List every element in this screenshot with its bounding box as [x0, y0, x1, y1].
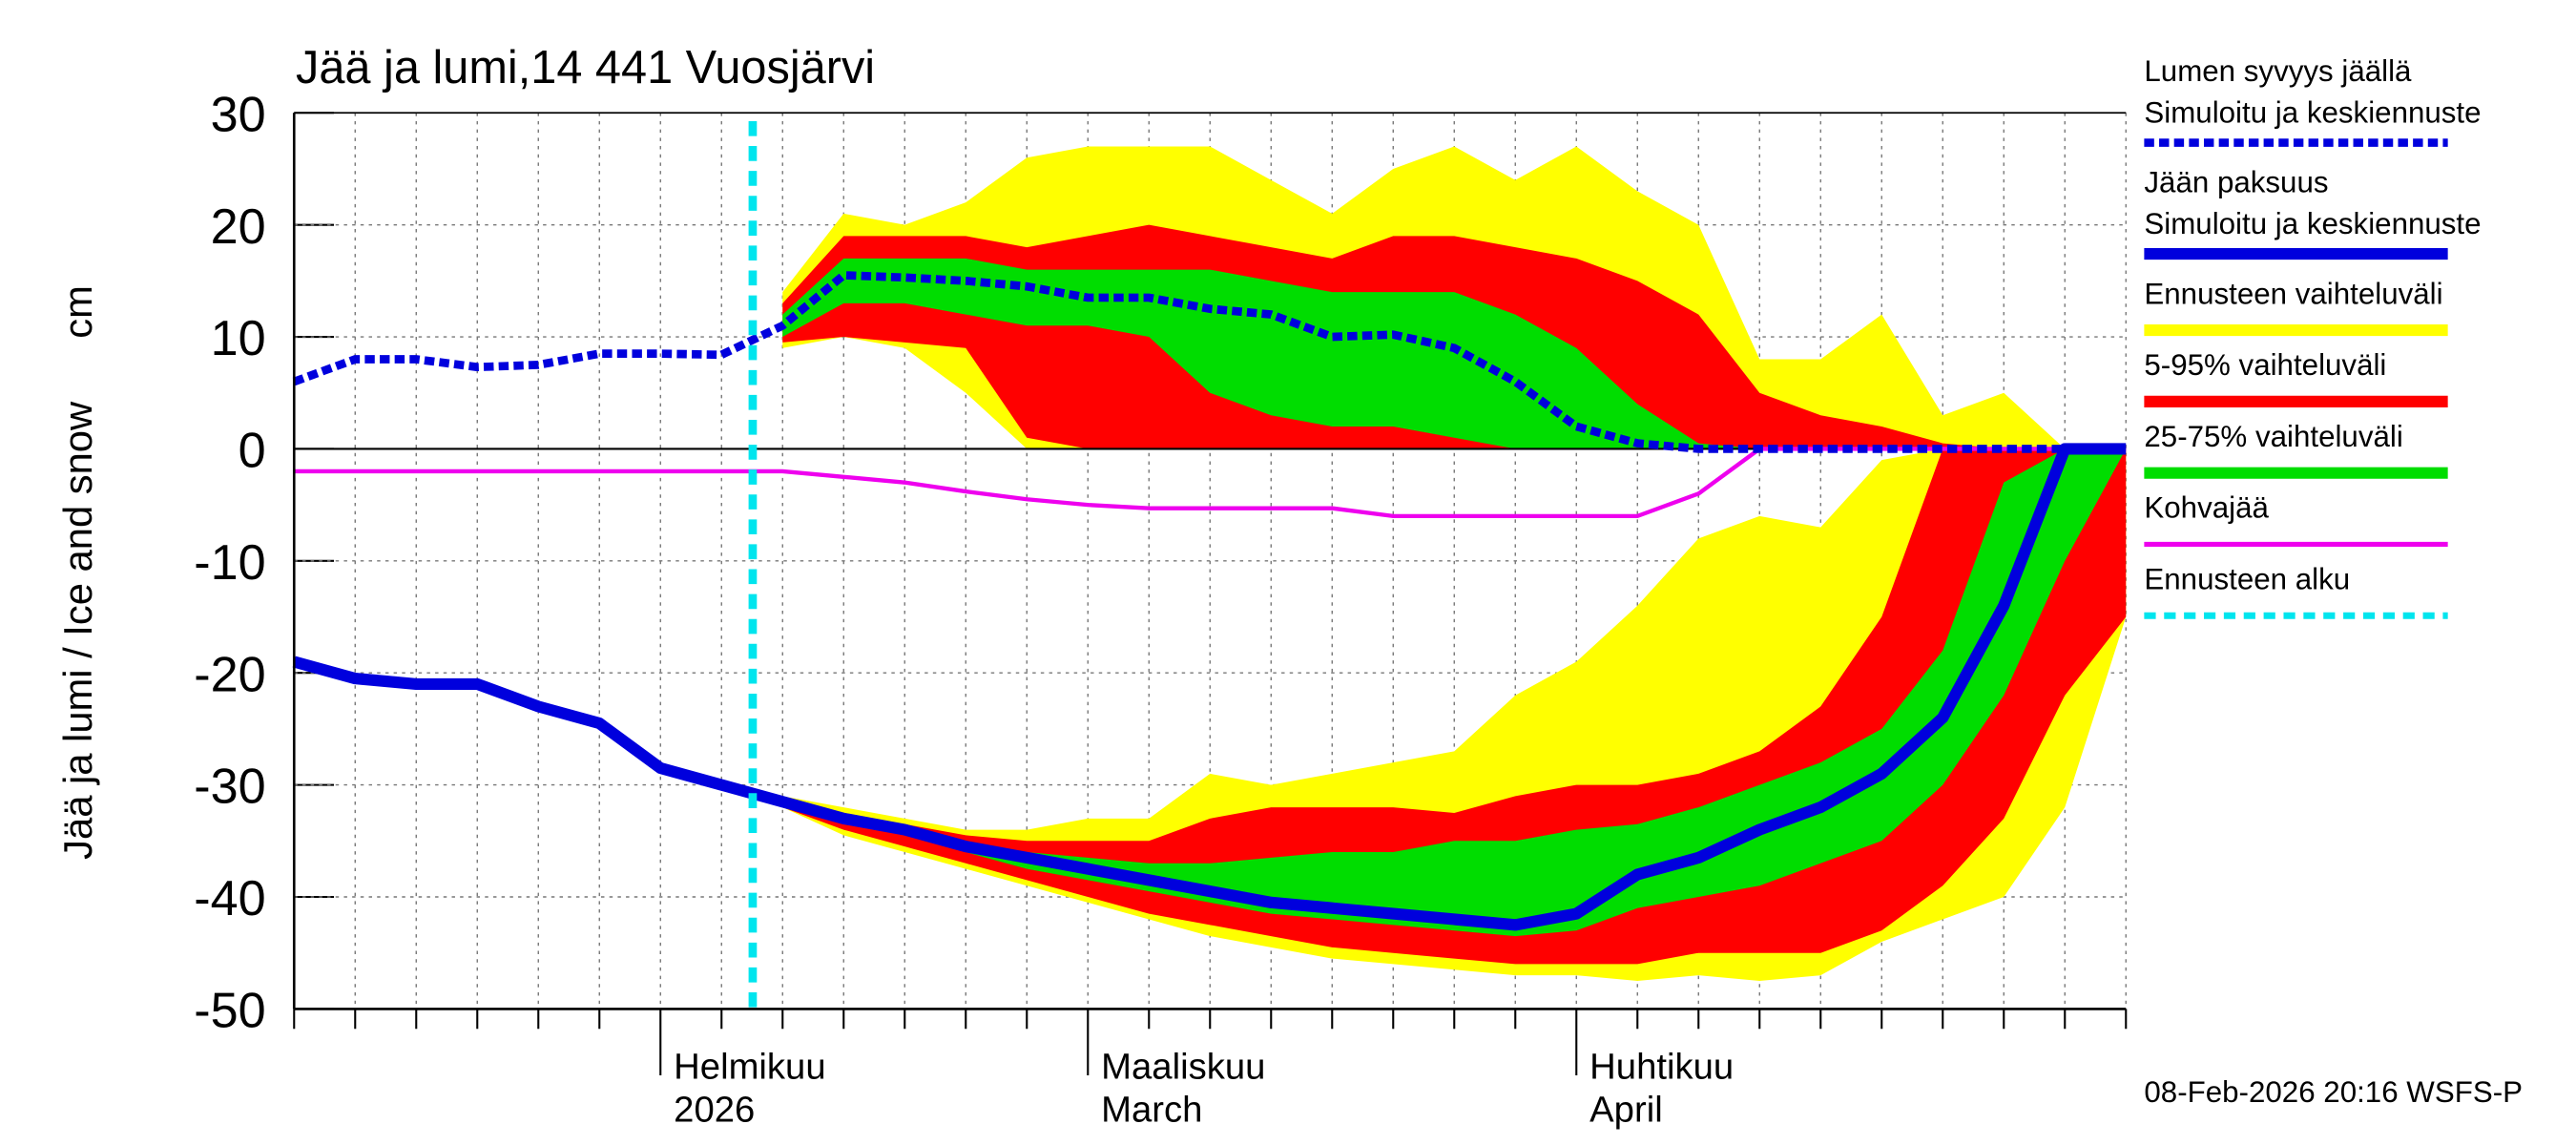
x-tick-label: Huhtikuu	[1589, 1046, 1734, 1087]
y-axis-label: Jää ja lumi / Ice and snow	[55, 401, 100, 860]
y-tick-label: -20	[194, 647, 265, 702]
legend-label: Ennusteen vaihteluväli	[2144, 277, 2442, 310]
x-tick-label: March	[1101, 1090, 1202, 1131]
series-line	[292, 443, 2127, 931]
chart-title: Jää ja lumi,14 441 Vuosjärvi	[296, 42, 875, 94]
legend-label: Kohvajää	[2144, 491, 2269, 525]
y-tick-label: 0	[239, 424, 266, 479]
x-tick-label: Maaliskuu	[1101, 1046, 1265, 1087]
y-tick-label: -10	[194, 535, 265, 591]
x-tick-label: April	[1589, 1090, 1663, 1131]
legend-label: Ennusteen alku	[2144, 562, 2350, 595]
legend-label: 5-95% vaihteluväli	[2144, 348, 2386, 382]
legend-label: Simuloitu ja keskiennuste	[2144, 96, 2481, 130]
y-tick-label: -50	[194, 984, 265, 1039]
x-tick-label: Helmikuu	[674, 1046, 825, 1087]
footer: 08-Feb-2026 20:16 WSFS-P	[2144, 1075, 2523, 1109]
legend-label: 25-75% vaihteluväli	[2144, 420, 2402, 453]
y-tick-label: -30	[194, 760, 265, 815]
legend-label: Jään paksuus	[2144, 166, 2328, 199]
y-tick-label: -40	[194, 871, 265, 926]
legend-label: Simuloitu ja keskiennuste	[2144, 207, 2481, 240]
y-tick-label: 20	[211, 199, 266, 255]
y-tick-label: 30	[211, 87, 266, 142]
legend-label: Lumen syvyys jäällä	[2144, 54, 2412, 88]
y-tick-label: 10	[211, 311, 266, 366]
band-area	[782, 258, 2127, 449]
y-axis-unit: cm	[55, 285, 100, 339]
x-tick-label: 2026	[674, 1090, 755, 1131]
series-line	[292, 271, 2127, 453]
